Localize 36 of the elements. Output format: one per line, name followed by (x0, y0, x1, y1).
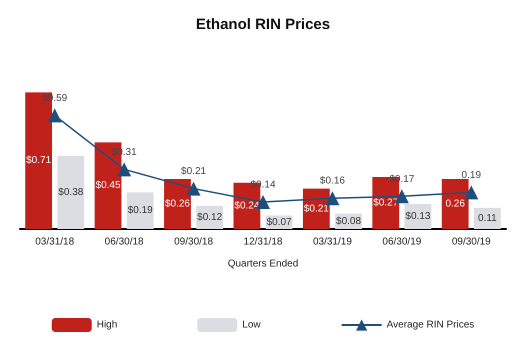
data-label: $0.12 (197, 212, 223, 223)
data-label: $0.27 (373, 198, 399, 209)
data-label: $0.38 (58, 186, 84, 198)
chart-title: Ethanol RIN Prices (196, 16, 330, 33)
point (117, 162, 132, 176)
x-tick-label: 03/31/18 (35, 236, 75, 248)
x-tick-label: 06/30/19 (382, 236, 422, 248)
data-label: $0.21 (181, 166, 207, 178)
x-tick-label: 12/31/18 (244, 236, 283, 248)
data-label: $0.26 (164, 198, 190, 210)
data-label: $0.16 (320, 176, 346, 187)
point (48, 108, 62, 122)
x-axis-title: Quarters Ended (228, 258, 298, 270)
bar (57, 156, 84, 229)
x-tick-label: 06/30/18 (104, 236, 144, 248)
legend-label: Low (242, 320, 262, 330)
data-label: 0.11 (478, 212, 498, 224)
data-label: $0.45 (96, 180, 121, 192)
data-label: $0.19 (128, 205, 154, 216)
data-label: $0.07 (266, 216, 292, 228)
data-label: 0.19 (462, 170, 482, 181)
data-label: $0.21 (304, 203, 330, 214)
point (325, 191, 340, 206)
data-label: 0.26 (445, 198, 466, 210)
data-label: $0.08 (336, 216, 362, 227)
point (464, 185, 478, 200)
point (186, 182, 201, 196)
data-label: $0.13 (405, 210, 431, 222)
data-label: $0.24 (234, 200, 260, 212)
bar (474, 208, 501, 229)
legend-label: Average RIN Prices (386, 320, 474, 330)
x-tick-label: 09/30/19 (452, 236, 492, 248)
x-tick-label: 09/30/18 (174, 236, 214, 248)
x-tick-label: 03/31/19 (312, 236, 352, 248)
data-label: $0.71 (26, 155, 52, 166)
legend-label: High (96, 320, 118, 330)
